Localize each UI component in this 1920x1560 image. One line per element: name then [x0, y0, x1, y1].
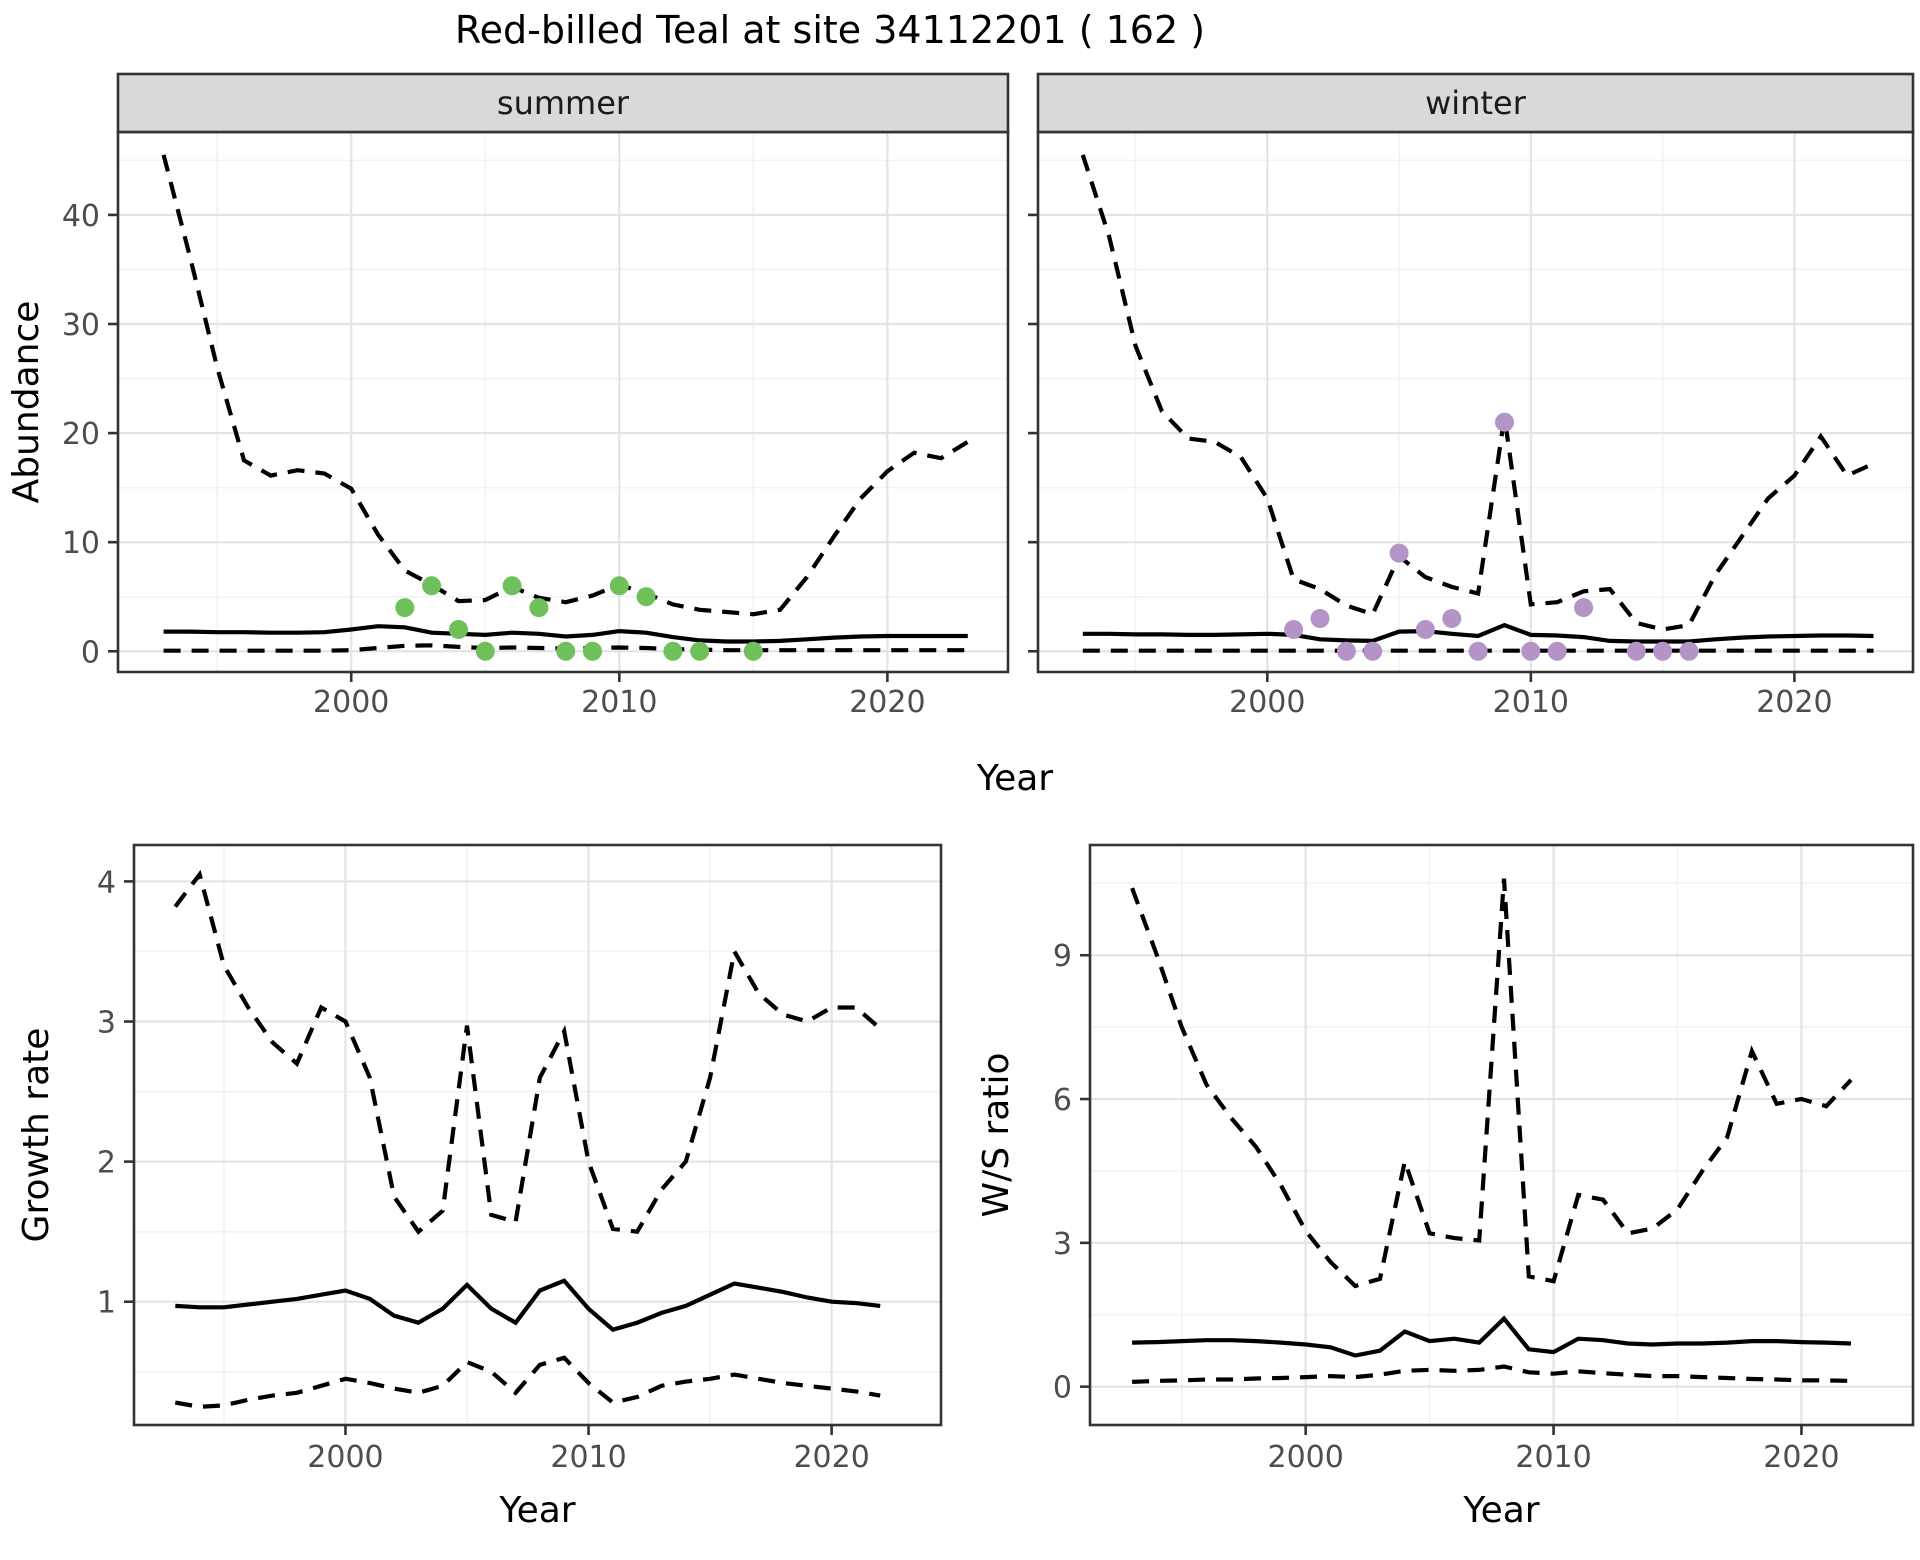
y-axis-tick-label: 10: [62, 526, 100, 561]
y-axis-tick-label: 9: [1053, 939, 1072, 974]
observed-point: [1653, 641, 1673, 661]
lower-ci-line: [1132, 1364, 1852, 1384]
observed-point: [395, 598, 415, 618]
observed-point: [1521, 641, 1541, 661]
observed-point: [1284, 620, 1304, 639]
x-axis-tick-label: 2000: [1229, 685, 1305, 720]
facet-strip: [116, 72, 1010, 134]
observed-point: [743, 641, 763, 661]
observed-point: [690, 641, 710, 661]
x-axis-tick-label: 2000: [1267, 1440, 1343, 1475]
observed-point: [1547, 641, 1567, 661]
panel-background: [118, 132, 1008, 672]
observed-point: [422, 576, 442, 596]
median-line: [1082, 622, 1874, 644]
observed-point: [1389, 543, 1409, 563]
observed-point: [609, 576, 629, 596]
panel-ws-ratio: 2000 2010 2020 0 3 6 9 Year W/S ratio: [976, 843, 1915, 1531]
upper-ci-line: [161, 154, 969, 617]
x-axis-tick-label: 2010: [550, 1440, 626, 1475]
observed-point: [449, 620, 468, 639]
x-axis-tick-label: 2020: [1756, 685, 1832, 720]
x-axis-title: Year: [498, 1490, 575, 1531]
panel-abundance-winter: winter 2000 2010 2020: [1028, 72, 1915, 720]
x-axis-tick-label: 2010: [1515, 1440, 1591, 1475]
x-axis-tick-label: 2020: [793, 1440, 869, 1475]
lower-ci-line: [174, 1355, 881, 1409]
observed-point: [1468, 641, 1488, 661]
observed-point: [1495, 412, 1514, 432]
panel-abundance-summer: summer 2000 2010 2020 0 10 20 30 40 Abundance: [6, 72, 1010, 720]
panel-background: [134, 845, 941, 1425]
observed-point: [1310, 609, 1330, 628]
page-title: Red-billed Teal at site 34112201 ( 162 ): [454, 8, 1206, 52]
observed-point: [556, 641, 576, 661]
observed-point: [529, 598, 549, 618]
panel-background: [1090, 845, 1913, 1425]
y-axis-tick-label: 1: [97, 1286, 116, 1321]
y-axis-tick-label: 30: [62, 308, 100, 343]
y-axis-tick-label: 3: [1053, 1227, 1072, 1262]
panel-background: [1038, 132, 1913, 672]
median-line: [175, 1278, 881, 1333]
panel-border: [132, 843, 943, 1427]
y-axis-title: Abundance: [6, 301, 47, 504]
y-axis-tick-label: 40: [62, 199, 100, 234]
observed-point: [1336, 641, 1356, 661]
observed-point: [1626, 641, 1646, 661]
x-axis-title: Year: [1462, 1490, 1539, 1531]
x-axis-tick-label: 2000: [307, 1440, 383, 1475]
observed-point: [1363, 641, 1383, 661]
y-axis-tick-label: 2: [97, 1146, 116, 1181]
observed-point: [583, 641, 602, 661]
median-line: [163, 624, 968, 644]
y-axis-tick-label: 0: [81, 635, 100, 670]
upper-ci-line: [1080, 154, 1875, 632]
observed-point: [1679, 641, 1699, 661]
x-axis-tick-label: 2020: [849, 685, 925, 720]
observed-point: [636, 587, 656, 607]
panel-border: [1088, 843, 1915, 1427]
y-axis-title: W/S ratio: [976, 1052, 1017, 1217]
facet-strip: [1036, 72, 1915, 134]
observed-point: [1415, 620, 1435, 639]
observed-point: [475, 641, 495, 661]
x-axis-tick-label: 2020: [1763, 1440, 1839, 1475]
upper-ci-line: [1130, 878, 1853, 1289]
observed-point: [1442, 609, 1462, 628]
observed-point: [663, 641, 683, 661]
y-axis-tick-label: 0: [1053, 1371, 1072, 1406]
y-axis-tick-label: 20: [62, 417, 100, 452]
y-axis-tick-label: 4: [97, 865, 116, 900]
facet-strip-label: summer: [497, 84, 630, 122]
x-axis-tick-label: 2000: [313, 685, 389, 720]
upper-ci-line: [173, 869, 882, 1235]
y-axis-tick-label: 3: [97, 1006, 116, 1041]
x-axis-title: Year: [976, 758, 1053, 799]
observed-point: [1574, 598, 1594, 618]
y-axis-tick-label: 6: [1053, 1083, 1072, 1118]
median-line: [1132, 1315, 1852, 1358]
facet-strip-label: winter: [1425, 84, 1527, 122]
x-axis-tick-label: 2010: [1493, 685, 1569, 720]
y-axis-title: Growth rate: [16, 1028, 57, 1243]
observed-point: [502, 576, 522, 596]
panel-growth-rate: 2000 2010 2020 1 2 3 4 Year Growth rate: [16, 843, 943, 1531]
x-axis-tick-label: 2010: [581, 685, 657, 720]
